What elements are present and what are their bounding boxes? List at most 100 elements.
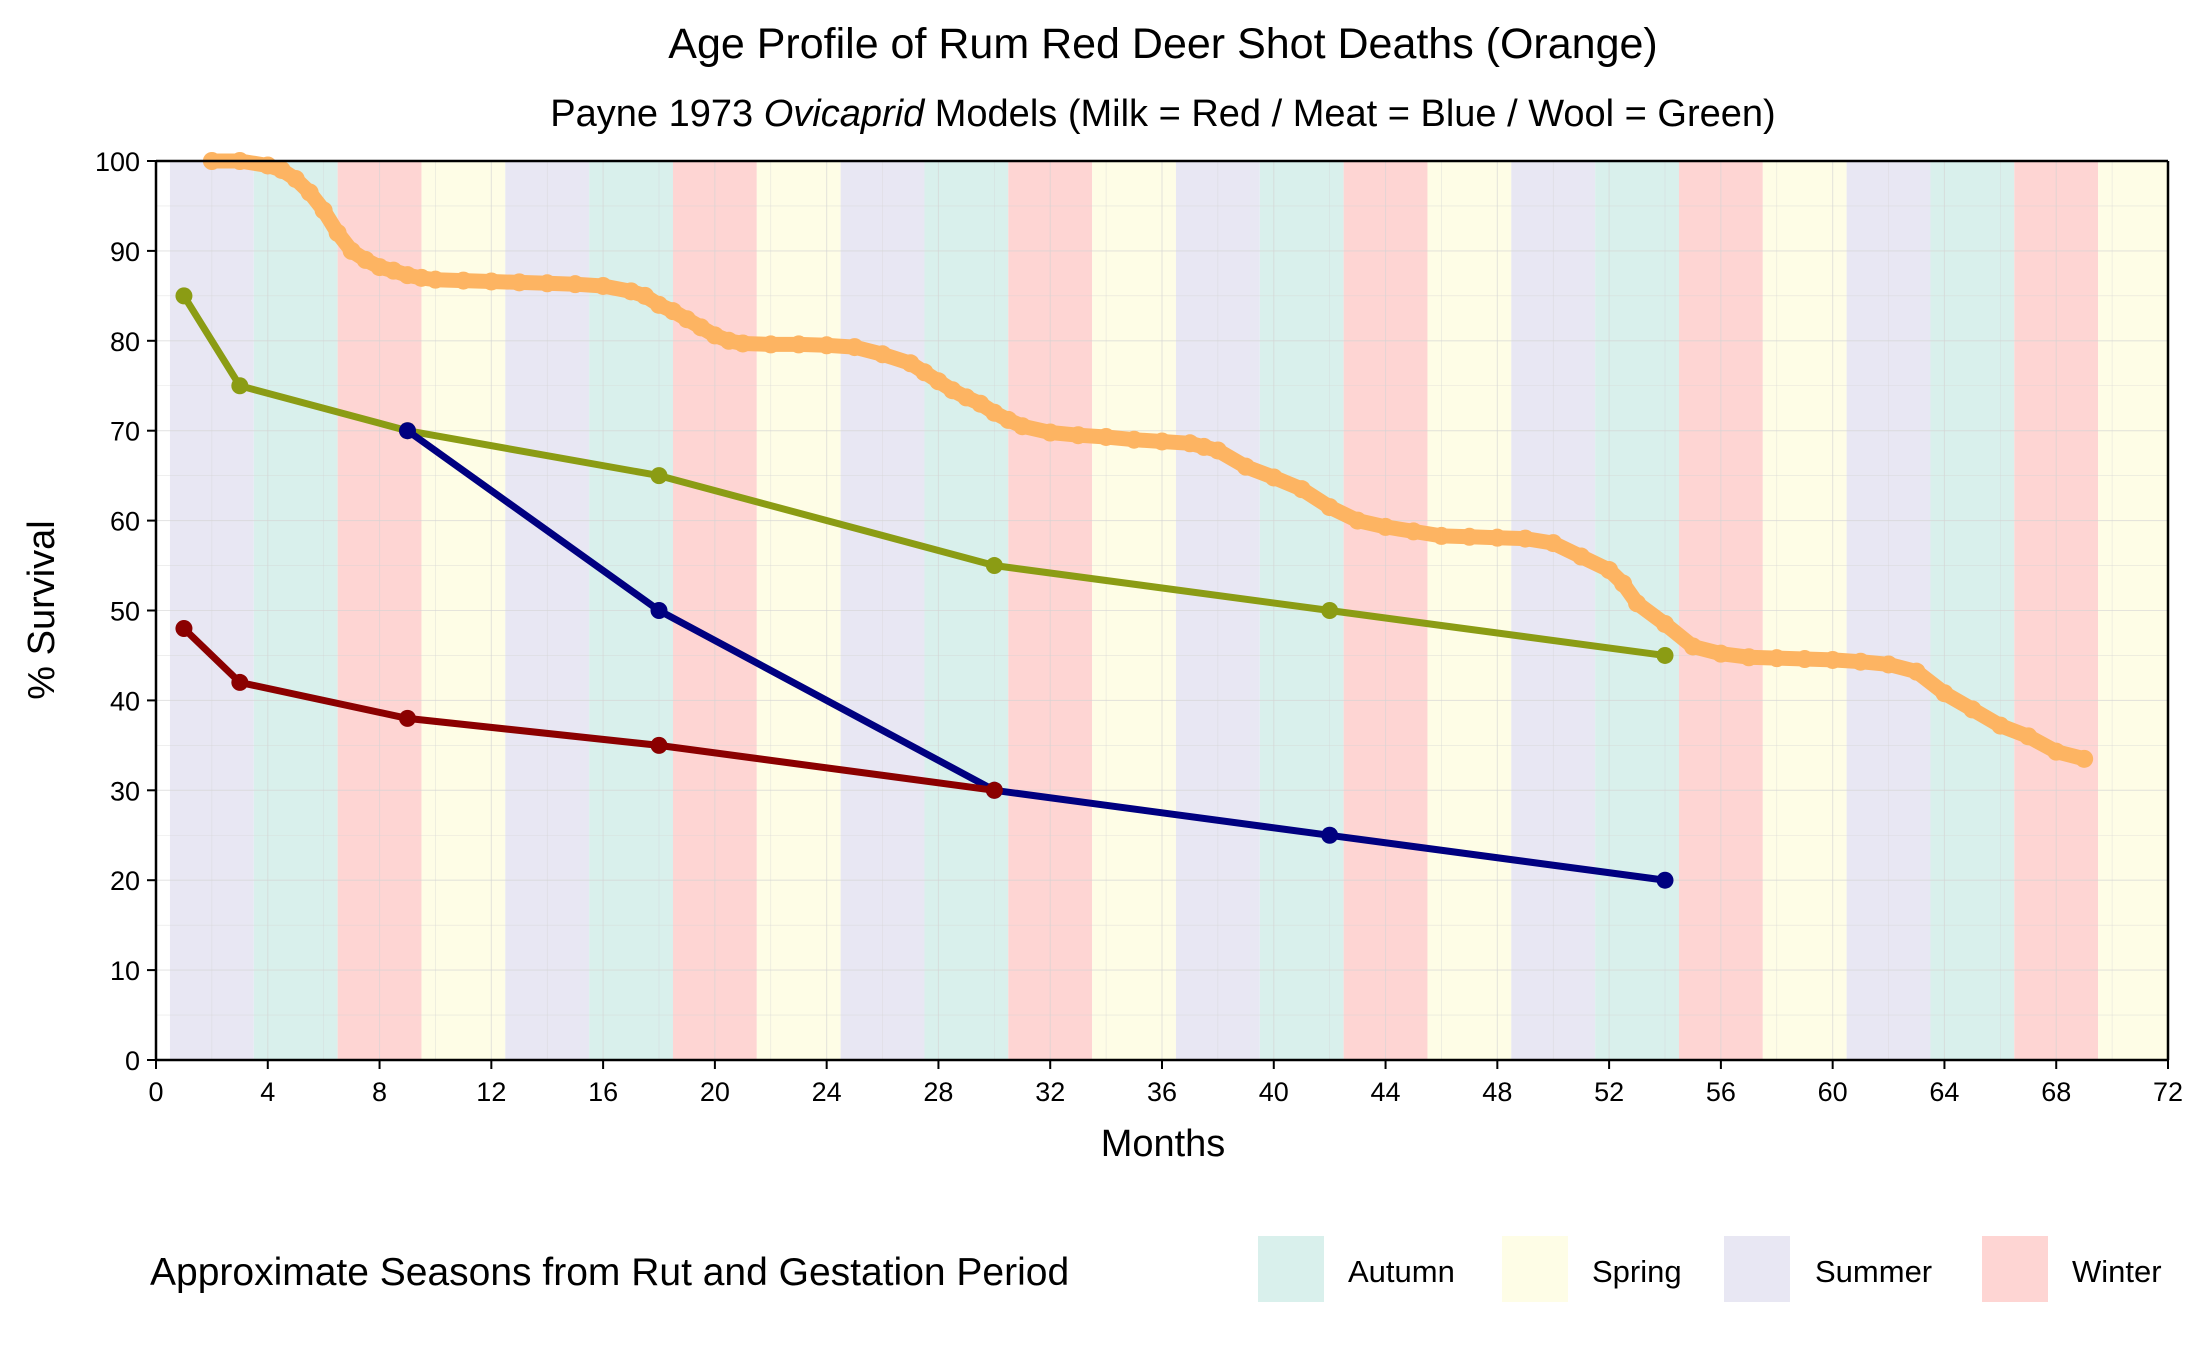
data-point-shot bbox=[1879, 655, 1898, 674]
data-point-shot bbox=[1711, 644, 1730, 663]
data-point-shot bbox=[1614, 574, 1633, 593]
data-point-wool bbox=[175, 287, 193, 305]
data-point-meat bbox=[1321, 826, 1339, 844]
x-tick-label: 56 bbox=[1706, 1077, 1736, 1107]
legend: Approximate Seasons from Rut and Gestati… bbox=[150, 1236, 2162, 1302]
data-point-shot bbox=[566, 275, 585, 294]
data-point-shot bbox=[286, 169, 305, 188]
data-point-shot bbox=[1935, 684, 1954, 703]
y-tick-label: 40 bbox=[110, 686, 140, 716]
data-point-shot bbox=[663, 302, 682, 321]
x-tick-label: 52 bbox=[1594, 1077, 1624, 1107]
data-point-shot bbox=[971, 394, 990, 413]
data-point-shot bbox=[817, 336, 836, 355]
data-point-milk bbox=[650, 736, 668, 754]
x-tick-label: 64 bbox=[1929, 1077, 1959, 1107]
x-tick-label: 24 bbox=[812, 1077, 842, 1107]
data-point-shot bbox=[650, 295, 668, 314]
x-tick-label: 68 bbox=[2041, 1077, 2071, 1107]
data-point-shot bbox=[677, 310, 696, 329]
data-point-shot bbox=[1683, 637, 1702, 656]
data-point-shot bbox=[1488, 528, 1507, 547]
data-point-shot bbox=[705, 326, 724, 345]
x-tick-label: 32 bbox=[1035, 1077, 1065, 1107]
y-tick-label: 50 bbox=[110, 597, 140, 627]
data-point-meat bbox=[1656, 871, 1674, 889]
data-point-shot bbox=[929, 372, 948, 391]
y-tick-label: 0 bbox=[125, 1046, 140, 1076]
chart-title: Age Profile of Rum Red Deer Shot Deaths … bbox=[668, 20, 1657, 68]
data-point-shot bbox=[873, 345, 892, 364]
data-point-shot bbox=[915, 363, 934, 382]
x-tick-label: 60 bbox=[1818, 1077, 1848, 1107]
x-tick-label: 36 bbox=[1147, 1077, 1177, 1107]
data-point-meat bbox=[399, 422, 416, 440]
data-point-shot bbox=[1851, 652, 1870, 671]
data-point-shot bbox=[1153, 432, 1171, 451]
data-point-shot bbox=[1628, 594, 1647, 613]
legend-label-summer: Summer bbox=[1815, 1254, 1932, 1289]
y-tick-label: 90 bbox=[110, 237, 140, 267]
data-point-shot bbox=[1991, 716, 2010, 735]
x-axis-label: Months bbox=[1101, 1123, 1226, 1165]
subtitle-italic: Ovicaprid bbox=[764, 93, 926, 135]
data-point-shot bbox=[482, 272, 501, 291]
data-point-milk bbox=[399, 709, 416, 727]
data-point-shot bbox=[1656, 614, 1674, 633]
legend-key-winter bbox=[1982, 1236, 2048, 1302]
data-point-wool bbox=[985, 557, 1003, 575]
data-point-shot bbox=[733, 334, 752, 353]
data-point-shot bbox=[719, 331, 738, 350]
data-point-shot bbox=[1767, 649, 1786, 668]
data-point-shot bbox=[1739, 648, 1758, 667]
y-tick-label: 20 bbox=[110, 866, 140, 896]
data-point-shot bbox=[1097, 427, 1116, 446]
data-point-shot bbox=[1013, 417, 1032, 436]
legend-label-spring: Spring bbox=[1592, 1254, 1682, 1289]
legend-key-autumn bbox=[1258, 1236, 1324, 1302]
data-point-shot bbox=[356, 250, 375, 269]
data-point-shot bbox=[384, 261, 403, 280]
data-point-shot bbox=[1125, 430, 1144, 449]
data-point-shot bbox=[1041, 423, 1060, 442]
data-point-shot bbox=[594, 276, 613, 295]
data-point-shot bbox=[1404, 522, 1423, 541]
legend-title: Approximate Seasons from Rut and Gestati… bbox=[150, 1251, 1069, 1294]
y-axis-label: % Survival bbox=[21, 520, 63, 700]
data-point-shot bbox=[1292, 480, 1311, 499]
data-point-shot bbox=[426, 270, 445, 289]
data-point-shot bbox=[412, 268, 431, 287]
x-tick-label: 40 bbox=[1259, 1077, 1289, 1107]
gridlines bbox=[155, 160, 2169, 1061]
data-point-shot bbox=[845, 338, 864, 357]
data-point-shot bbox=[761, 335, 780, 354]
data-point-shot bbox=[1208, 441, 1227, 460]
data-point-shot bbox=[1348, 511, 1367, 530]
data-point-shot bbox=[622, 282, 641, 301]
x-tick-label: 72 bbox=[2153, 1077, 2183, 1107]
data-point-milk bbox=[231, 673, 249, 691]
data-point-shot bbox=[370, 258, 389, 277]
data-point-shot bbox=[2047, 742, 2066, 761]
data-point-wool bbox=[231, 377, 249, 395]
x-axis-ticks: 0 4 8 12 16 20 24 28 32 36 40 44 48 52 56 60 64 68 72 bbox=[148, 1060, 2183, 1107]
x-tick-label: 28 bbox=[923, 1077, 953, 1107]
y-tick-label: 60 bbox=[110, 507, 140, 537]
data-point-shot bbox=[636, 286, 655, 305]
subtitle-suffix: Models (Milk = Red / Meat = Blue / Wool … bbox=[924, 93, 1775, 135]
data-point-milk bbox=[985, 781, 1003, 799]
data-point-shot bbox=[1460, 527, 1479, 546]
y-tick-label: 70 bbox=[110, 417, 140, 447]
data-point-shot bbox=[538, 274, 557, 293]
y-tick-label: 100 bbox=[95, 147, 140, 177]
data-point-shot bbox=[691, 318, 710, 337]
data-point-shot bbox=[510, 273, 529, 292]
legend-label-winter: Winter bbox=[2072, 1254, 2162, 1289]
data-point-shot bbox=[454, 271, 473, 290]
data-point-shot bbox=[957, 388, 976, 407]
data-point-shot bbox=[1180, 434, 1199, 453]
subtitle-prefix: Payne 1973 bbox=[550, 93, 763, 135]
data-point-shot bbox=[1320, 498, 1339, 517]
chart-subtitle: Payne 1973 Ovicaprid Models (Milk = Red … bbox=[550, 93, 1775, 135]
